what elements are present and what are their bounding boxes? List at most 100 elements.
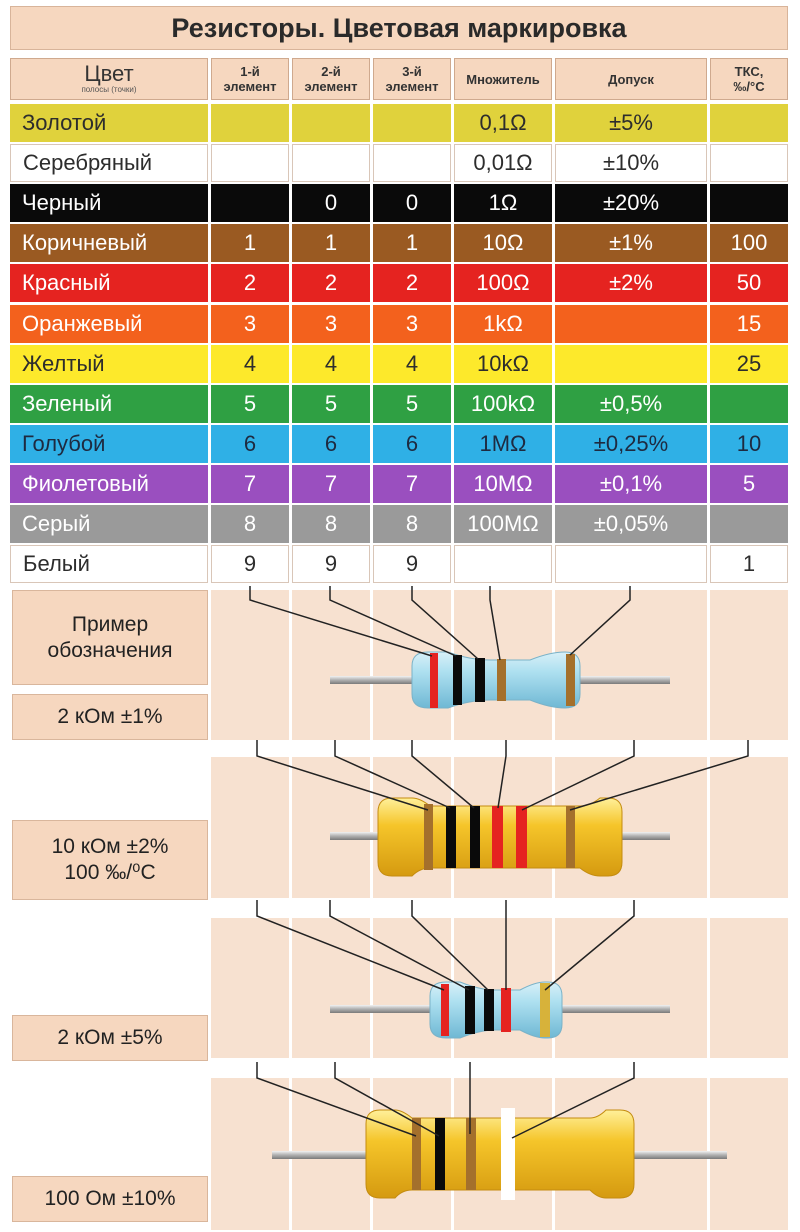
row-0-tcr-cell (710, 104, 788, 142)
header-color-sub: полосы (точки) (81, 85, 137, 94)
example-heading-l2: обозначения (47, 638, 173, 662)
resistor-2 (256, 740, 749, 877)
row-9-c2-cell: 7 (292, 465, 370, 503)
resistor-4-band-black (435, 1118, 445, 1190)
row-6-tcr-cell: 25 (710, 345, 788, 383)
example-4-text: 100 Ом ±10% (44, 1187, 176, 1210)
example-2-label: 10 кОм ±2% 100 ‰/⁰С (12, 820, 208, 900)
row-8-tol-cell: ±0,25% (555, 425, 707, 463)
row-9-mult-cell: 10MΩ (454, 465, 552, 503)
header-tolerance-label: Допуск (608, 71, 654, 87)
header-tcr-l2: ‰/°С (733, 79, 765, 94)
row-6-c2-cell: 4 (292, 345, 370, 383)
resistor-4-pointers (256, 1062, 635, 1139)
resistor-3-band-red-1 (441, 984, 449, 1036)
header-third: 3-й элемент (373, 58, 451, 100)
example-bg-2-0 (211, 918, 289, 1058)
resistor-2-band-red-2 (516, 806, 527, 868)
resistor-3-band-gold (540, 983, 550, 1037)
row-7-tol-cell: ±0,5% (555, 385, 707, 423)
row-1-tol-cell: ±10% (555, 144, 707, 182)
header-first-l1: 1-й (240, 64, 260, 79)
row-10-c3-cell: 8 (373, 505, 451, 543)
row-8-name-cell: Голубой (10, 425, 208, 463)
row-4-c2-cell: 2 (292, 264, 370, 302)
row-6-c1-cell: 4 (211, 345, 289, 383)
resistor-2-pointers (256, 740, 749, 811)
row-6-mult-cell: 10kΩ (454, 345, 552, 383)
resistor-4 (256, 1062, 727, 1200)
example-bg-1-1 (292, 757, 370, 898)
row-11-c1-cell: 9 (211, 545, 289, 583)
header-third-l2: элемент (385, 79, 439, 94)
row-7-c3-cell: 5 (373, 385, 451, 423)
example-3-label: 2 кОм ±5% (12, 1015, 208, 1061)
row-2-mult-cell: 1Ω (454, 184, 552, 222)
example-2-l1: 10 кОм ±2% (51, 835, 169, 858)
row-10-c1-cell: 8 (211, 505, 289, 543)
row-8-tcr-cell: 10 (710, 425, 788, 463)
row-11-tcr-cell: 1 (710, 545, 788, 583)
row-10-tcr-cell (710, 505, 788, 543)
row-0-c2-cell (292, 104, 370, 142)
row-5-c2-cell: 3 (292, 305, 370, 343)
header-color-label: Цвет (84, 61, 134, 86)
header-second: 2-й элемент (292, 58, 370, 100)
row-3-name-cell: Коричневый (10, 224, 208, 262)
row-4-mult-cell: 100Ω (454, 264, 552, 302)
example-bg-2-4 (555, 918, 707, 1058)
row-0-mult-cell: 0,1Ω (454, 104, 552, 142)
row-3-c2-cell: 1 (292, 224, 370, 262)
row-8-mult-cell: 1MΩ (454, 425, 552, 463)
resistor-3 (256, 900, 670, 1039)
resistor-1-band-black-2 (475, 658, 485, 702)
example-bg-2-5 (710, 918, 788, 1058)
row-2-tol-cell: ±20% (555, 184, 707, 222)
resistor-4-band-brown-1 (412, 1118, 421, 1190)
example-bg-1-5 (710, 757, 788, 898)
example-bg-0-5 (710, 590, 788, 740)
row-5-tol-cell (555, 305, 707, 343)
resistor-1-pointers (249, 586, 631, 661)
resistor-1-band-brown-2 (566, 654, 575, 706)
page-title: Резисторы. Цветовая маркировка (10, 6, 788, 50)
row-2-tcr-cell (710, 184, 788, 222)
row-6-c3-cell: 4 (373, 345, 451, 383)
header-multiplier: Множитель (454, 58, 552, 100)
resistor-1 (249, 586, 670, 709)
row-2-c2-cell: 0 (292, 184, 370, 222)
resistor-2-band-red-1 (492, 806, 503, 868)
row-11-tol-cell (555, 545, 707, 583)
resistor-3-band-black-1 (465, 986, 475, 1034)
example-bg-1-0 (211, 757, 289, 898)
resistor-4-band-brown-2 (466, 1118, 476, 1190)
row-3-c1-cell: 1 (211, 224, 289, 262)
row-5-name-cell: Оранжевый (10, 305, 208, 343)
row-10-mult-cell: 100MΩ (454, 505, 552, 543)
row-1-tcr-cell (710, 144, 788, 182)
resistor-2-band-brown-1 (424, 804, 433, 870)
header-color: Цвет полосы (точки) (10, 58, 208, 100)
row-4-tol-cell: ±2% (555, 264, 707, 302)
row-11-c3-cell: 9 (373, 545, 451, 583)
row-7-c1-cell: 5 (211, 385, 289, 423)
row-11-mult-cell (454, 545, 552, 583)
row-8-c2-cell: 6 (292, 425, 370, 463)
header-first: 1-й элемент (211, 58, 289, 100)
example-1-text: 2 кОм ±1% (57, 705, 163, 728)
row-3-tol-cell: ±1% (555, 224, 707, 262)
resistor-3-band-black-2 (484, 989, 494, 1031)
row-7-mult-cell: 100kΩ (454, 385, 552, 423)
resistor-3-band-red-2 (501, 988, 511, 1032)
resistor-3-body (429, 981, 563, 1039)
resistor-2-band-black-2 (470, 806, 480, 868)
row-9-tcr-cell: 5 (710, 465, 788, 503)
example-bg-0-0 (211, 590, 289, 740)
row-5-tcr-cell: 15 (710, 305, 788, 343)
row-9-name-cell: Фиолетовый (10, 465, 208, 503)
example-bg-2-1 (292, 918, 370, 1058)
row-5-c1-cell: 3 (211, 305, 289, 343)
row-7-name-cell: Зеленый (10, 385, 208, 423)
row-0-c1-cell (211, 104, 289, 142)
